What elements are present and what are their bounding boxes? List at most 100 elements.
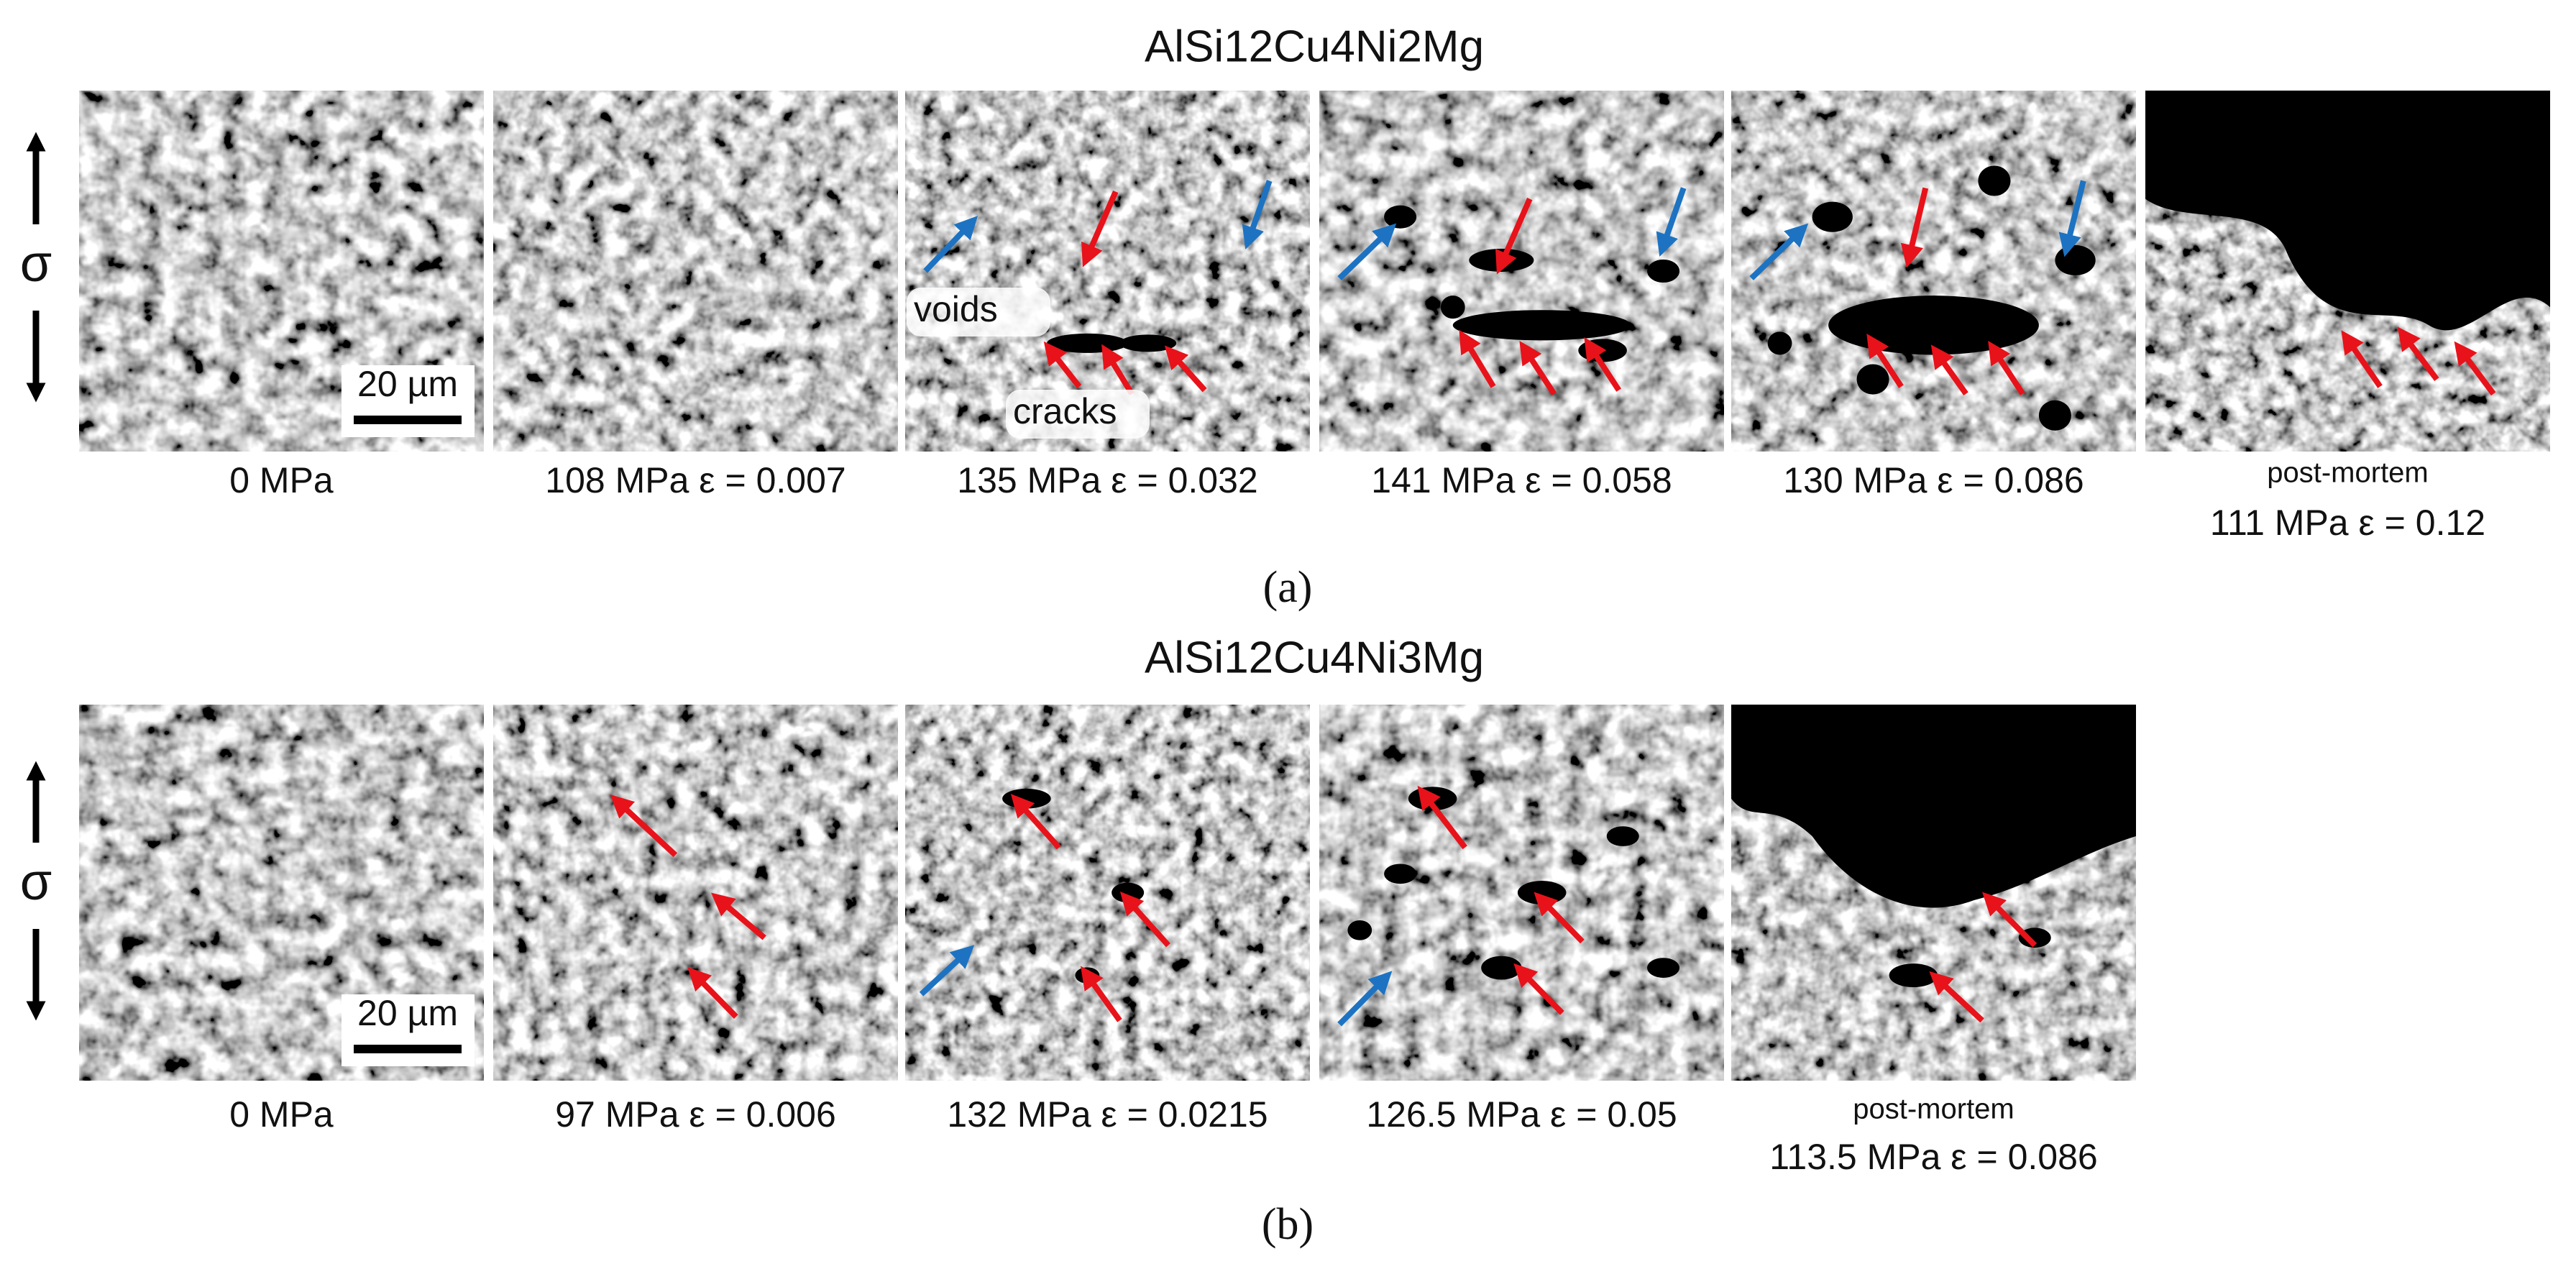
image-caption: 141 MPa ε = 0.058 xyxy=(1371,460,1672,500)
void xyxy=(1452,310,1631,341)
micrograph xyxy=(1319,705,1724,1081)
scale-bar xyxy=(354,1045,462,1053)
void xyxy=(1384,205,1417,229)
red-arrow xyxy=(1900,187,1929,268)
blue-arrow xyxy=(2058,180,2086,257)
blue-arrow xyxy=(923,216,978,273)
red-arrow xyxy=(1513,963,1564,1015)
micrograph: voids cracks xyxy=(905,91,1310,452)
blue-arrow xyxy=(1749,223,1809,280)
void xyxy=(1119,334,1177,352)
image-note: post-mortem xyxy=(1853,1094,2014,1125)
void xyxy=(1384,864,1417,884)
red-arrow xyxy=(2454,341,2496,396)
image-caption: 108 MPa ε = 0.007 xyxy=(545,460,845,500)
red-arrow xyxy=(1930,344,1968,396)
scale-bar xyxy=(354,416,462,424)
red-arrow xyxy=(1519,341,1557,395)
void xyxy=(1606,826,1639,846)
void xyxy=(1647,958,1680,978)
red-arrow xyxy=(687,967,738,1019)
micrograph xyxy=(493,705,898,1081)
scale-bar-label: 20 µm xyxy=(357,993,458,1033)
void xyxy=(2038,400,2071,431)
scale-bar-box xyxy=(342,365,475,437)
red-arrow xyxy=(1101,344,1135,395)
image-caption: 97 MPa ε = 0.006 xyxy=(555,1094,836,1135)
void xyxy=(2055,244,2096,275)
micrograph xyxy=(1731,91,2136,452)
annotation-box xyxy=(1006,390,1150,439)
micrograph xyxy=(1319,91,1724,452)
image-caption: 111 MPa ε = 0.12 xyxy=(2210,503,2485,543)
image-caption: 132 MPa ε = 0.0215 xyxy=(947,1094,1268,1135)
micrograph xyxy=(2145,91,2550,452)
fracture-region xyxy=(2145,91,2550,331)
void xyxy=(1767,331,1792,355)
annotation: cracks xyxy=(1013,391,1117,431)
void xyxy=(1440,296,1465,319)
image-caption: 0 MPa xyxy=(229,1094,334,1135)
panel-title: AlSi12Cu4Ni2Mg xyxy=(1145,22,1484,71)
red-arrow xyxy=(1010,794,1061,850)
blue-arrow xyxy=(1656,187,1687,257)
annotation-box xyxy=(907,288,1050,336)
void xyxy=(1828,296,2039,355)
micrograph-texture xyxy=(905,705,1310,1081)
void xyxy=(1578,339,1627,362)
image-caption: 113.5 MPa ε = 0.086 xyxy=(1769,1137,2097,1177)
red-arrow xyxy=(1119,892,1170,948)
micrograph: 20 µm xyxy=(79,91,484,452)
red-arrow xyxy=(1417,785,1467,850)
red-arrow xyxy=(1081,190,1119,267)
red-arrow xyxy=(1043,341,1082,389)
micrograph xyxy=(493,91,898,452)
image-caption: 0 MPa xyxy=(229,460,334,500)
red-arrow xyxy=(1081,966,1122,1022)
void xyxy=(1856,364,1889,395)
image-note: post-mortem xyxy=(2267,457,2429,489)
void xyxy=(1111,882,1145,903)
blue-arrow xyxy=(919,945,975,997)
red-arrow xyxy=(1164,345,1207,393)
red-arrow xyxy=(1584,337,1621,392)
red-arrow xyxy=(1988,341,2025,395)
blue-arrow xyxy=(1337,223,1397,280)
blue-arrow xyxy=(1337,971,1393,1027)
stress-symbol: σ xyxy=(20,853,52,911)
scale-bar-label: 20 µm xyxy=(357,364,458,404)
void xyxy=(2018,928,2051,948)
red-arrow xyxy=(711,892,766,940)
void xyxy=(1812,201,1853,232)
void xyxy=(1978,165,2011,196)
red-arrow xyxy=(1982,892,2038,948)
red-arrow xyxy=(610,794,678,858)
red-arrow xyxy=(1495,198,1533,275)
micrograph xyxy=(1731,705,2136,1081)
panel-label: (a) xyxy=(1263,563,1313,612)
scale-bar-box xyxy=(342,994,475,1066)
micrograph: 20 µm xyxy=(79,705,484,1081)
red-arrow xyxy=(1459,329,1496,388)
red-arrow xyxy=(1929,971,1984,1023)
red-arrow xyxy=(2341,330,2383,388)
red-arrow xyxy=(2397,326,2439,381)
blue-arrow xyxy=(1242,180,1273,249)
red-arrow xyxy=(1866,334,1904,388)
image-caption: 126.5 MPa ε = 0.05 xyxy=(1366,1094,1677,1135)
image-caption: 135 MPa ε = 0.032 xyxy=(957,460,1257,500)
panel-label: (b) xyxy=(1262,1200,1314,1249)
red-arrow xyxy=(1534,892,1585,944)
annotation: voids xyxy=(914,289,998,329)
void xyxy=(1347,920,1372,940)
micrograph-texture xyxy=(493,91,898,452)
void xyxy=(1047,333,1128,353)
stress-symbol: σ xyxy=(20,235,52,293)
image-caption: 130 MPa ε = 0.086 xyxy=(1783,460,2084,500)
void xyxy=(1889,963,1938,988)
fracture-region xyxy=(1731,705,2136,908)
void xyxy=(1647,259,1680,283)
micrograph-texture xyxy=(493,705,898,1081)
